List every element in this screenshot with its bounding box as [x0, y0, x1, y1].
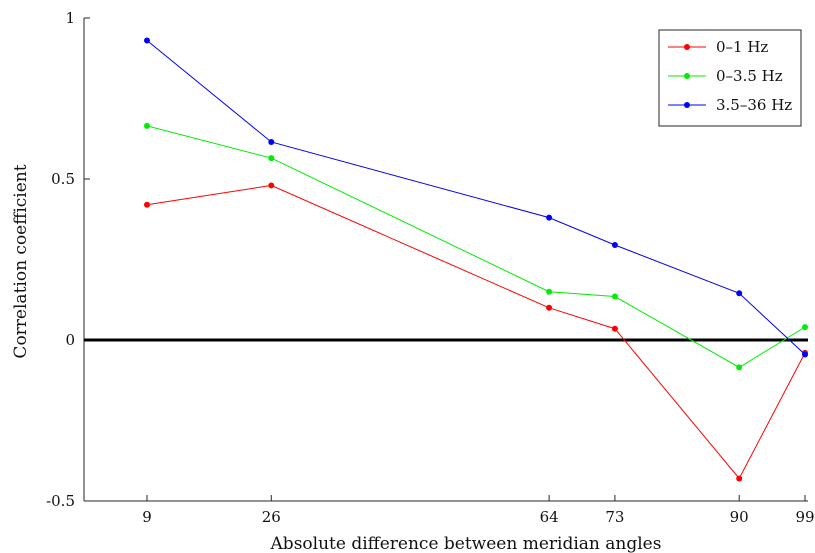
data-point: [144, 201, 150, 208]
y-tick-label: 0.5: [51, 170, 75, 188]
legend-box: [658, 29, 802, 127]
y-tick-label: -0.5: [46, 492, 75, 510]
series-group: [144, 37, 808, 482]
legend: 0–1 Hz 0–3.5 Hz 3.5–36 Hz: [658, 29, 802, 127]
data-point: [611, 325, 618, 332]
x-axis-label: Absolute difference between meridian ang…: [270, 534, 662, 553]
data-point: [268, 182, 275, 189]
y-axis-label: Correlation coefficient: [11, 164, 31, 358]
data-point: [736, 290, 743, 297]
data-point: [546, 304, 553, 311]
data-point: [546, 214, 553, 221]
y-tick-label: 1: [65, 9, 75, 27]
legend-label: 3.5–36 Hz: [716, 96, 792, 114]
y-tick-label: 0: [65, 331, 75, 349]
data-point: [144, 37, 150, 44]
data-point: [802, 324, 808, 331]
data-point: [268, 138, 275, 145]
axes: -0.5 0 0.5 1 9 26 64 73 90 99: [46, 9, 814, 526]
data-point: [611, 293, 618, 300]
legend-marker: [684, 102, 690, 108]
data-point: [611, 242, 618, 249]
series-line: [146, 184, 806, 480]
series-1: [144, 122, 808, 371]
data-point: [144, 122, 150, 129]
x-tick-label: 99: [795, 508, 814, 526]
series-2: [144, 37, 808, 358]
x-tick-label: 64: [540, 508, 559, 526]
series-0: [144, 182, 808, 482]
legend-label: 0–1 Hz: [716, 38, 768, 56]
legend-label: 0–3.5 Hz: [716, 67, 783, 85]
x-tick-label: 73: [605, 508, 624, 526]
data-point: [802, 351, 808, 358]
series-line: [146, 125, 806, 368]
data-point: [736, 364, 743, 371]
series-line: [146, 40, 806, 355]
data-point: [736, 475, 743, 482]
data-point: [546, 288, 553, 295]
x-tick-label: 90: [730, 508, 749, 526]
x-tick-label: 9: [142, 508, 152, 526]
x-tick-label: 26: [262, 508, 281, 526]
data-point: [268, 155, 275, 162]
legend-marker: [684, 73, 690, 79]
legend-marker: [684, 44, 690, 50]
